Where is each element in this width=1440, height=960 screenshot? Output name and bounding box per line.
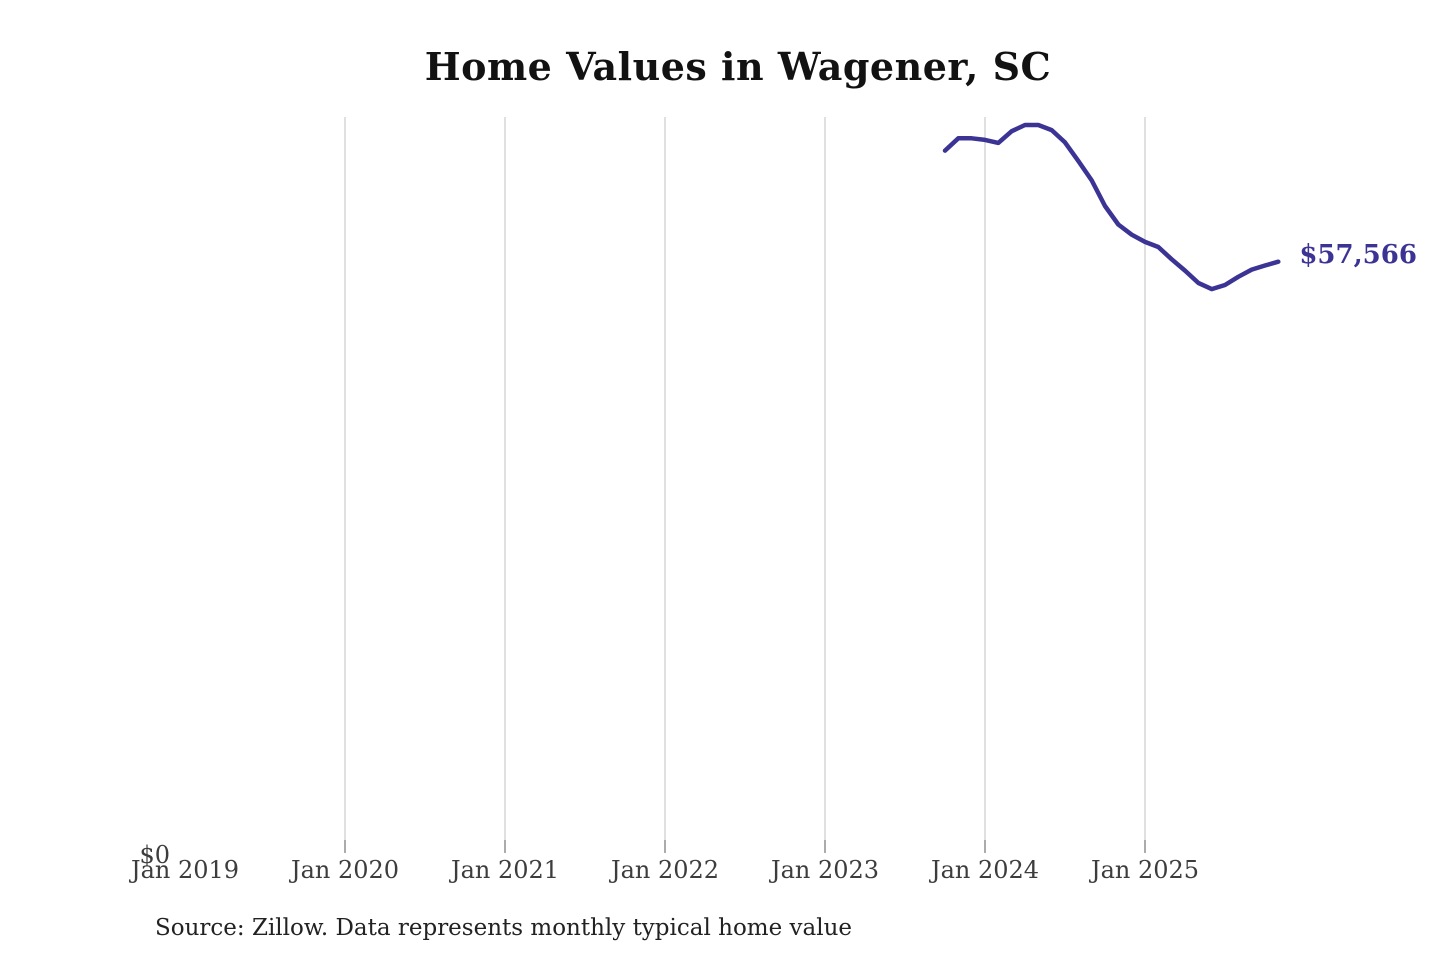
chart-title: Home Values in Wagener, SC	[424, 44, 1052, 89]
x-axis-label: Jan 2022	[610, 856, 720, 884]
current-value-label: $57,566	[1299, 239, 1417, 270]
source-note: Source: Zillow. Data represents monthly …	[155, 915, 853, 941]
x-axis-ticks	[344, 840, 1146, 853]
x-axis-label: Jan 2024	[930, 856, 1040, 884]
x-axis-label: Jan 2025	[1090, 856, 1200, 884]
x-axis-label: Jan 2019	[130, 856, 240, 884]
x-axis-label: Jan 2021	[450, 856, 560, 884]
gridlines	[344, 117, 1146, 852]
x-axis-label: Jan 2023	[770, 856, 880, 884]
home-value-line	[942, 122, 1281, 292]
x-axis-label: Jan 2020	[290, 856, 400, 884]
y-axis-zero-label: $0	[139, 841, 170, 869]
